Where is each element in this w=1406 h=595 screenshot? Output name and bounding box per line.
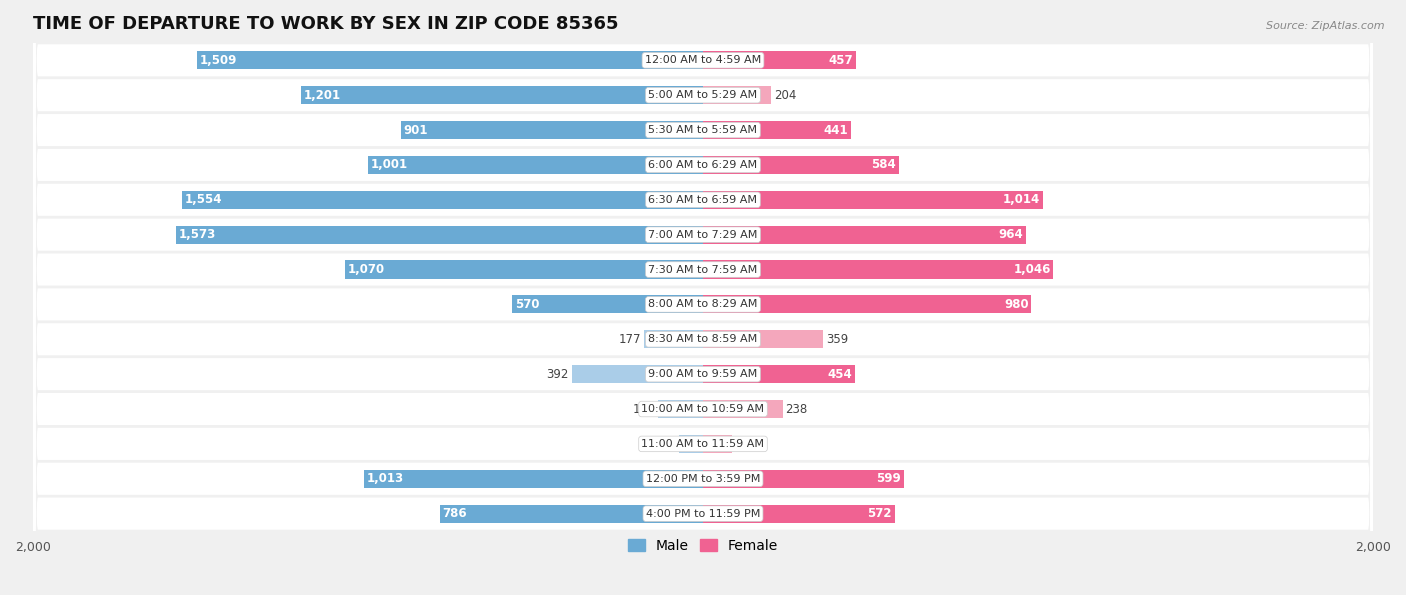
Bar bbox=[367, 156, 703, 174]
Bar bbox=[703, 295, 1032, 314]
Text: 6:30 AM to 6:59 AM: 6:30 AM to 6:59 AM bbox=[648, 195, 758, 205]
Bar bbox=[703, 400, 783, 418]
Bar bbox=[703, 121, 851, 139]
Bar bbox=[183, 191, 703, 209]
Legend: Male, Female: Male, Female bbox=[623, 533, 783, 558]
Bar bbox=[703, 156, 898, 174]
Bar bbox=[703, 365, 855, 383]
Text: 599: 599 bbox=[876, 472, 901, 486]
Text: 457: 457 bbox=[828, 54, 853, 67]
Text: 5:30 AM to 5:59 AM: 5:30 AM to 5:59 AM bbox=[648, 125, 758, 135]
FancyBboxPatch shape bbox=[32, 0, 1374, 595]
Bar bbox=[703, 86, 772, 104]
Text: Source: ZipAtlas.com: Source: ZipAtlas.com bbox=[1267, 21, 1385, 31]
Text: 1,509: 1,509 bbox=[200, 54, 238, 67]
Text: 1,573: 1,573 bbox=[179, 228, 217, 241]
Bar bbox=[703, 261, 1053, 278]
Bar bbox=[176, 226, 703, 244]
Bar bbox=[703, 469, 904, 488]
Text: 10:00 AM to 10:59 AM: 10:00 AM to 10:59 AM bbox=[641, 404, 765, 414]
Text: 1,070: 1,070 bbox=[347, 263, 384, 276]
Text: 7:30 AM to 7:59 AM: 7:30 AM to 7:59 AM bbox=[648, 265, 758, 274]
FancyBboxPatch shape bbox=[32, 0, 1374, 595]
Bar bbox=[679, 435, 703, 453]
FancyBboxPatch shape bbox=[32, 0, 1374, 595]
Bar bbox=[512, 295, 703, 314]
Text: 177: 177 bbox=[619, 333, 641, 346]
Text: 441: 441 bbox=[824, 124, 848, 137]
Text: 72: 72 bbox=[661, 437, 676, 450]
Text: 454: 454 bbox=[828, 368, 852, 381]
Text: 5:00 AM to 5:29 AM: 5:00 AM to 5:29 AM bbox=[648, 90, 758, 100]
Bar bbox=[344, 261, 703, 278]
Text: 9:00 AM to 9:59 AM: 9:00 AM to 9:59 AM bbox=[648, 369, 758, 379]
Text: 6:00 AM to 6:29 AM: 6:00 AM to 6:29 AM bbox=[648, 160, 758, 170]
Bar bbox=[703, 226, 1026, 244]
FancyBboxPatch shape bbox=[32, 0, 1374, 595]
Bar bbox=[644, 330, 703, 348]
Bar bbox=[572, 365, 703, 383]
Text: 11:00 AM to 11:59 AM: 11:00 AM to 11:59 AM bbox=[641, 439, 765, 449]
Text: 1,001: 1,001 bbox=[370, 158, 408, 171]
Text: 1,554: 1,554 bbox=[186, 193, 222, 206]
FancyBboxPatch shape bbox=[32, 0, 1374, 568]
FancyBboxPatch shape bbox=[32, 0, 1374, 595]
Text: 359: 359 bbox=[825, 333, 848, 346]
Text: 1,014: 1,014 bbox=[1002, 193, 1040, 206]
Text: 204: 204 bbox=[775, 89, 796, 102]
Text: 901: 901 bbox=[404, 124, 429, 137]
Text: 8:30 AM to 8:59 AM: 8:30 AM to 8:59 AM bbox=[648, 334, 758, 345]
Text: 1,201: 1,201 bbox=[304, 89, 340, 102]
FancyBboxPatch shape bbox=[32, 7, 1374, 595]
FancyBboxPatch shape bbox=[32, 0, 1374, 595]
Text: 8:00 AM to 8:29 AM: 8:00 AM to 8:29 AM bbox=[648, 299, 758, 309]
FancyBboxPatch shape bbox=[32, 0, 1374, 595]
FancyBboxPatch shape bbox=[32, 0, 1374, 595]
Bar bbox=[658, 400, 703, 418]
Bar bbox=[703, 505, 894, 522]
Text: 7:00 AM to 7:29 AM: 7:00 AM to 7:29 AM bbox=[648, 230, 758, 240]
Text: 238: 238 bbox=[786, 403, 807, 415]
Text: 572: 572 bbox=[868, 507, 891, 520]
Text: 135: 135 bbox=[633, 403, 655, 415]
Bar bbox=[703, 51, 856, 70]
Bar bbox=[703, 191, 1043, 209]
Bar bbox=[440, 505, 703, 522]
Text: 12:00 AM to 4:59 AM: 12:00 AM to 4:59 AM bbox=[645, 55, 761, 65]
FancyBboxPatch shape bbox=[32, 0, 1374, 595]
Bar bbox=[703, 330, 824, 348]
Text: 4:00 PM to 11:59 PM: 4:00 PM to 11:59 PM bbox=[645, 509, 761, 519]
Bar bbox=[197, 51, 703, 70]
Text: 570: 570 bbox=[515, 298, 540, 311]
Text: 786: 786 bbox=[443, 507, 467, 520]
Text: TIME OF DEPARTURE TO WORK BY SEX IN ZIP CODE 85365: TIME OF DEPARTURE TO WORK BY SEX IN ZIP … bbox=[32, 15, 619, 33]
Text: 12:00 PM to 3:59 PM: 12:00 PM to 3:59 PM bbox=[645, 474, 761, 484]
Bar bbox=[301, 86, 703, 104]
Text: 980: 980 bbox=[1004, 298, 1029, 311]
Text: 88: 88 bbox=[735, 437, 749, 450]
Text: 584: 584 bbox=[872, 158, 896, 171]
FancyBboxPatch shape bbox=[32, 0, 1374, 595]
Text: 1,046: 1,046 bbox=[1014, 263, 1050, 276]
Bar bbox=[364, 469, 703, 488]
FancyBboxPatch shape bbox=[32, 0, 1374, 595]
Text: 964: 964 bbox=[998, 228, 1024, 241]
Text: 1,013: 1,013 bbox=[367, 472, 404, 486]
Bar bbox=[703, 435, 733, 453]
Bar bbox=[401, 121, 703, 139]
FancyBboxPatch shape bbox=[32, 0, 1374, 595]
Text: 392: 392 bbox=[547, 368, 569, 381]
